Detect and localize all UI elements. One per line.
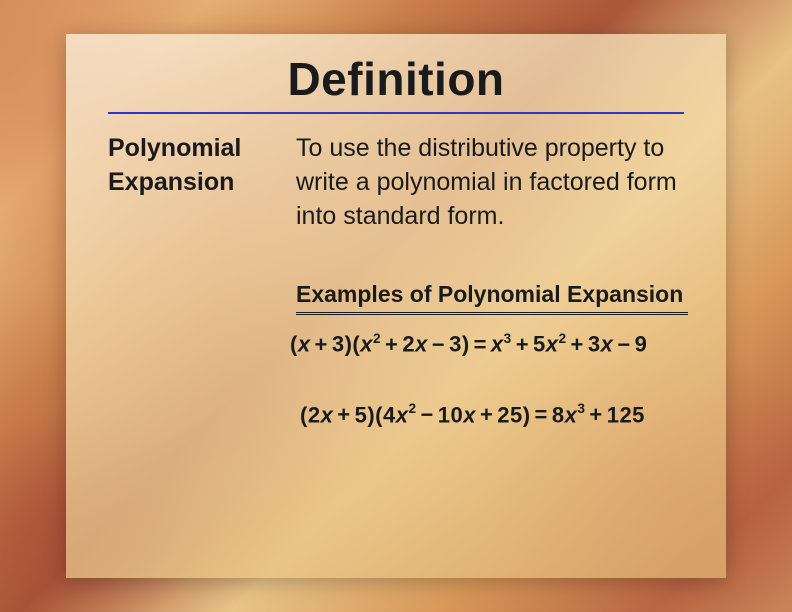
- term-label: Polynomial Expansion: [108, 132, 268, 233]
- examples-section: Examples of Polynomial Expansion (x+3)(x…: [296, 281, 684, 428]
- equation-1: (x+3)(x2+2x−3)=x3+5x2+3x−9: [290, 331, 684, 357]
- definition-card: Definition Polynomial Expansion To use t…: [66, 34, 726, 578]
- card-title: Definition: [108, 52, 684, 106]
- term-line-2: Expansion: [108, 168, 234, 196]
- definition-row: Polynomial Expansion To use the distribu…: [108, 132, 684, 233]
- title-divider: [108, 112, 684, 114]
- equation-2: (2x+5)(4x2−10x+25)=8x3+125: [300, 402, 684, 428]
- definition-text: To use the distributive property to writ…: [296, 132, 684, 233]
- term-line-1: Polynomial: [108, 134, 241, 162]
- examples-double-underline: [296, 312, 688, 315]
- examples-heading: Examples of Polynomial Expansion: [296, 281, 683, 310]
